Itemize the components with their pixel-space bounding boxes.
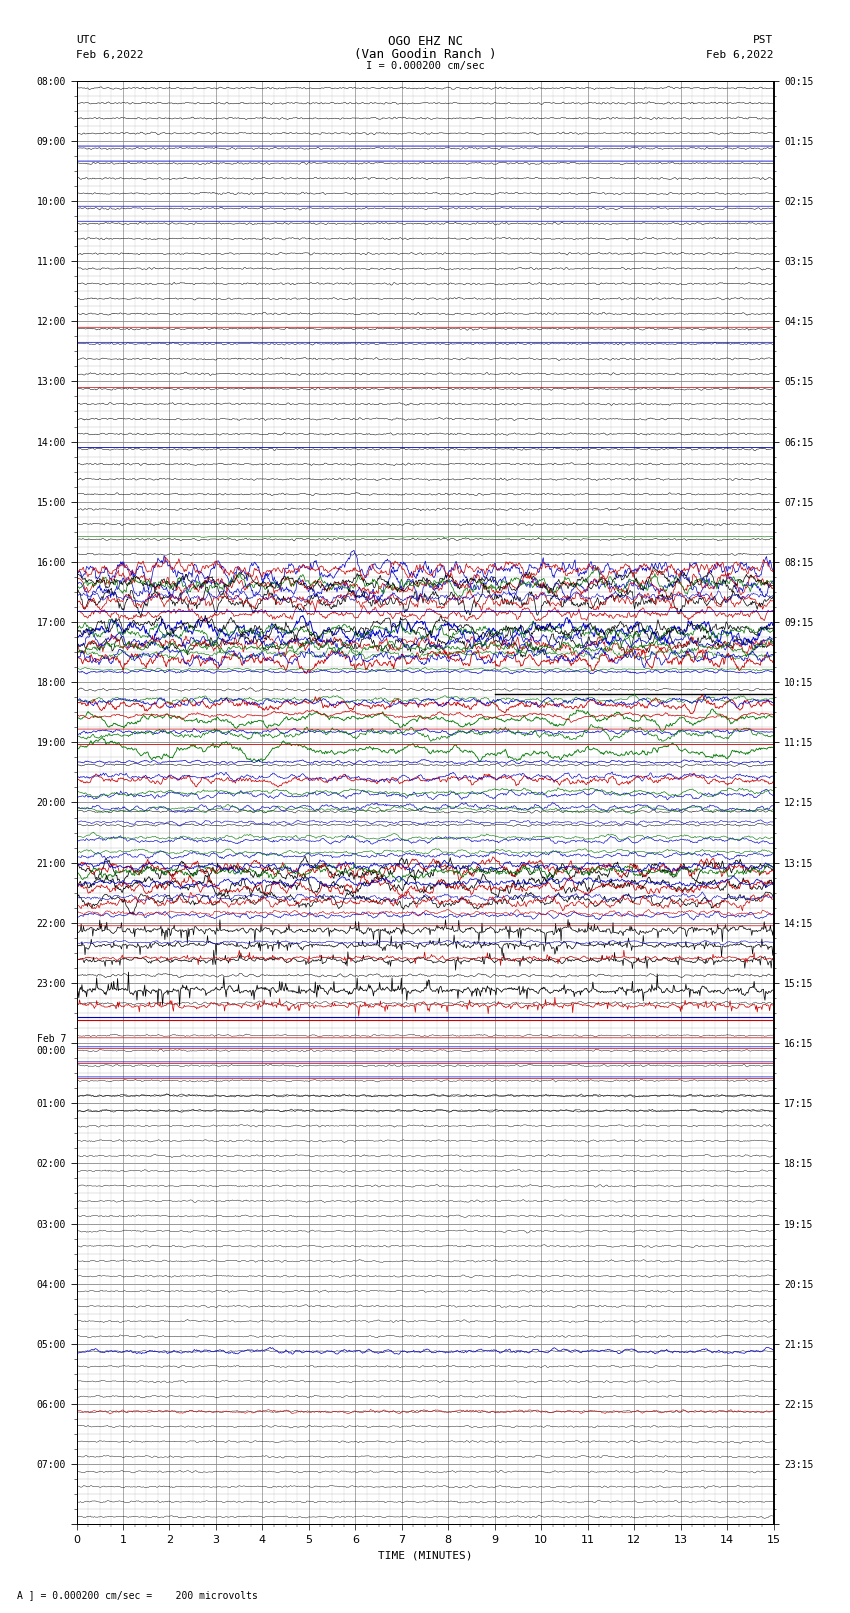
X-axis label: TIME (MINUTES): TIME (MINUTES) (377, 1550, 473, 1560)
Text: A ] = 0.000200 cm/sec =    200 microvolts: A ] = 0.000200 cm/sec = 200 microvolts (17, 1590, 258, 1600)
Text: OGO EHZ NC: OGO EHZ NC (388, 35, 462, 48)
Text: I = 0.000200 cm/sec: I = 0.000200 cm/sec (366, 61, 484, 71)
Text: PST: PST (753, 35, 774, 45)
Text: (Van Goodin Ranch ): (Van Goodin Ranch ) (354, 48, 496, 61)
Text: Feb 6,2022: Feb 6,2022 (76, 50, 144, 60)
Text: Feb 6,2022: Feb 6,2022 (706, 50, 774, 60)
Text: UTC: UTC (76, 35, 97, 45)
